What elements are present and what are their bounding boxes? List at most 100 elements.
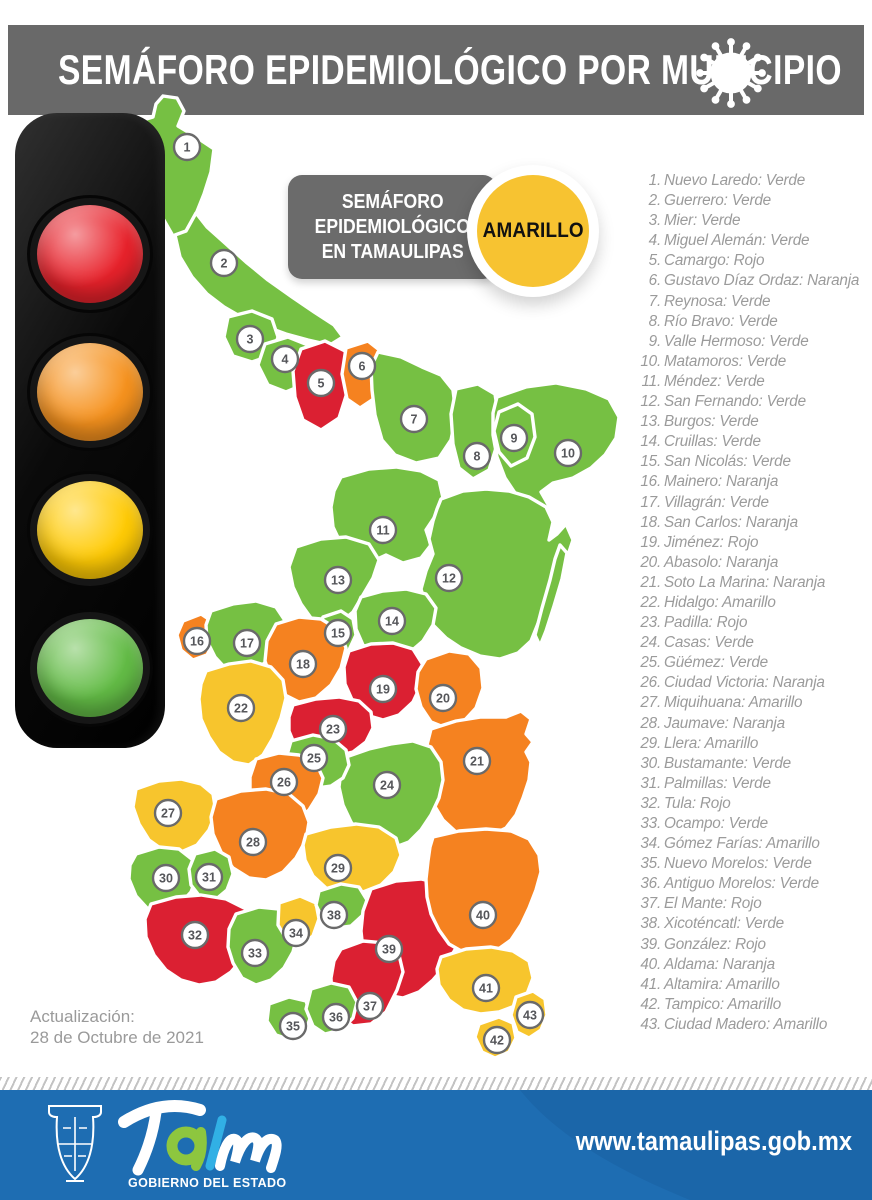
municipality-badge: 16 (182, 626, 212, 656)
legend-item-text: Aldama: Naranja (664, 955, 775, 973)
legend-item: 17. Villagrán: Verde (633, 493, 870, 513)
legend-item: 8. Río Bravo: Verde (633, 312, 870, 332)
municipality-badge: 19 (368, 674, 398, 704)
legend-item: 37. El Mante: Rojo (633, 894, 870, 914)
municipality-badge: 6 (347, 351, 377, 381)
legend-item-text: Reynosa: Verde (664, 292, 771, 310)
legend-item-text: Abasolo: Naranja (664, 553, 779, 571)
municipality-badge-number: 28 (246, 835, 260, 849)
municipality-badge-number: 2 (221, 256, 228, 270)
gov-label: GOBIERNO DEL ESTADO (128, 1176, 287, 1190)
legend-item-text: Ciudad Victoria: Naranja (664, 674, 825, 692)
legend-item: 13. Burgos: Verde (633, 412, 870, 432)
legend-item-number: 3. (648, 212, 662, 230)
legend-item: 21. Soto La Marina: Naranja (633, 573, 870, 593)
legend-item-text: Jiménez: Rojo (664, 533, 759, 551)
municipality-badge-number: 38 (327, 908, 341, 922)
municipality-badge: 30 (151, 863, 181, 893)
update-block: Actualización: 28 de Octubre de 2021 (30, 1006, 204, 1048)
legend-item-text: Güémez: Verde (664, 654, 768, 672)
municipality-region-2 (173, 211, 345, 347)
municipality-badge-number: 6 (359, 359, 366, 373)
municipality-badge: 40 (468, 900, 498, 930)
legend-item-text: Miguel Alemán: Verde (664, 232, 810, 250)
legend-item-text: Tampico: Amarillo (664, 995, 782, 1013)
municipality-badge: 12 (434, 563, 464, 593)
municipality-badge-number: 32 (188, 928, 202, 942)
legend-item-text: Cruillas: Verde (664, 433, 761, 451)
update-label: Actualización: (30, 1007, 135, 1026)
legend-item-number: 18. (640, 513, 661, 531)
footer-swoosh (520, 1090, 872, 1200)
municipality-badge-number: 30 (159, 871, 173, 885)
legend-item-text: Hidalgo: Amarillo (664, 593, 776, 611)
legend-item: 10. Matamoros: Verde (633, 352, 870, 372)
municipality-badge-number: 21 (470, 754, 484, 768)
legend-item-number: 10. (640, 352, 661, 370)
header-bar: SEMÁFORO EPIDEMIOLÓGICO POR MUNICIPIO (8, 25, 864, 115)
municipality-badge-number: 5 (318, 376, 325, 390)
legend-item-text: Camargo: Rojo (664, 252, 765, 270)
legend-item-number: 38. (640, 915, 661, 933)
legend-item: 4. Miguel Alemán: Verde (633, 231, 870, 251)
legend-item: 35. Nuevo Morelos: Verde (633, 854, 870, 874)
legend-item-number: 7. (648, 292, 662, 310)
municipality-badge-number: 14 (385, 614, 399, 628)
legend-item-number: 33. (640, 815, 661, 832)
legend-item-number: 42. (640, 995, 661, 1013)
legend-item: 15. San Nicolás: Verde (633, 452, 870, 472)
legend-item-number: 9. (648, 332, 662, 350)
municipality-badge-number: 25 (307, 751, 321, 765)
municipality-badge: 27 (153, 798, 183, 828)
municipality-region-40 (424, 827, 543, 957)
callout-box: SEMÁFORO EPIDEMIOLÓGICO EN TAMAULIPAS (288, 175, 497, 279)
municipality-badge-number: 36 (329, 1010, 343, 1024)
legend-item: 25. Güémez: Verde (633, 653, 870, 673)
legend-item-text: Mainero: Naranja (664, 473, 779, 491)
legend-item-number: 2. (648, 192, 662, 210)
municipality-badge: 11 (368, 515, 398, 545)
legend-item-text: Jaumave: Naranja (664, 714, 785, 732)
legend-item: 40. Aldama: Naranja (633, 955, 870, 975)
municipality-badge-number: 1 (184, 140, 191, 154)
legend-item: 26. Ciudad Victoria: Naranja (633, 673, 870, 693)
legend-item: 27. Miquihuana: Amarillo (633, 693, 870, 713)
legend-item-number: 1. (648, 172, 662, 189)
legend-item-text: Miquihuana: Amarillo (664, 694, 803, 712)
legend-item-number: 19. (640, 533, 661, 551)
callout-line: EPIDEMIOLÓGICO (314, 215, 471, 238)
legend-item-text: Río Bravo: Verde (664, 312, 778, 330)
legend-item: 1. Nuevo Laredo: Verde (633, 171, 870, 191)
municipality-badge: 35 (278, 1011, 308, 1041)
legend-item-number: 16. (640, 473, 661, 491)
municipality-badge: 42 (482, 1025, 512, 1055)
municipality-badge-number: 16 (190, 634, 204, 648)
legend-item-number: 20. (640, 553, 661, 571)
municipality-badge-number: 26 (277, 775, 291, 789)
legend-item: 5. Camargo: Rojo (633, 251, 870, 271)
municipality-badge-number: 15 (331, 626, 345, 640)
municipality-badge: 33 (240, 938, 270, 968)
municipality-badge: 3 (235, 324, 265, 354)
legend-item-number: 26. (640, 674, 661, 692)
status-badge: AMARILLO (467, 165, 599, 297)
legend-item-text: Ocampo: Verde (664, 815, 768, 832)
municipality-badge-number: 34 (289, 926, 303, 940)
municipality-badge-number: 40 (476, 908, 490, 922)
municipality-badge-number: 29 (331, 861, 345, 875)
legend-item-number: 29. (640, 734, 661, 752)
municipality-badge: 20 (428, 683, 458, 713)
municipality-badge: 21 (462, 746, 492, 776)
traffic-light (15, 113, 165, 748)
legend-item: 16. Mainero: Naranja (633, 472, 870, 492)
legend-item-number: 15. (640, 453, 661, 471)
municipality-badge-number: 43 (523, 1008, 537, 1022)
virus-icon (696, 38, 766, 108)
legend-item-text: Antiguo Morelos: Verde (664, 875, 819, 893)
legend-item: 31. Palmillas: Verde (633, 774, 870, 794)
municipality-region-12 (533, 543, 569, 648)
municipality-badge: 7 (399, 404, 429, 434)
legend-item-text: Gómez Farías: Amarillo (664, 835, 820, 853)
municipality-region-11 (329, 465, 445, 565)
